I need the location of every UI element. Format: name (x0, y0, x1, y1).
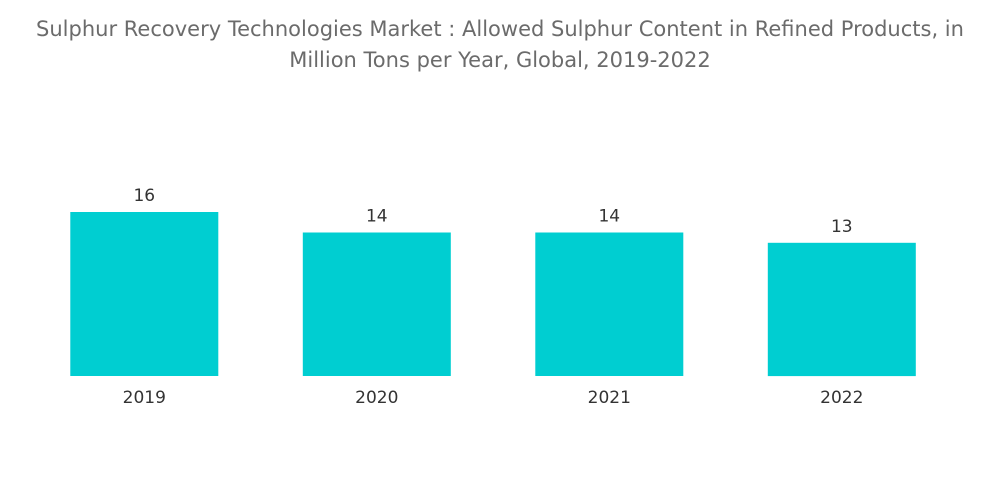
x-tick-2020: 2020 (355, 388, 398, 408)
bar-2022 (767, 242, 916, 377)
data-labels-layer: 16 14 14 13 (133, 186, 852, 237)
chart-title-line-2: Million Tons per Year, Global, 2019-2022 (289, 48, 711, 72)
bar-2019 (70, 212, 219, 376)
x-tick-2019: 2019 (123, 388, 166, 408)
bar-2020 (302, 232, 451, 376)
data-label-2022: 13 (831, 217, 853, 237)
x-tick-2021: 2021 (588, 388, 631, 408)
chart-title: Sulphur Recovery Technologies Market : A… (0, 14, 1000, 76)
data-label-2020: 14 (366, 207, 388, 227)
bar-2021 (535, 232, 684, 376)
bars-layer (70, 212, 916, 377)
data-label-2021: 14 (598, 207, 620, 227)
chart-title-line-1: Sulphur Recovery Technologies Market : A… (36, 17, 964, 41)
data-label-2019: 16 (133, 186, 155, 206)
x-tick-2022: 2022 (820, 388, 863, 408)
x-tick-labels-layer: 2019 2020 2021 2022 (123, 388, 864, 408)
